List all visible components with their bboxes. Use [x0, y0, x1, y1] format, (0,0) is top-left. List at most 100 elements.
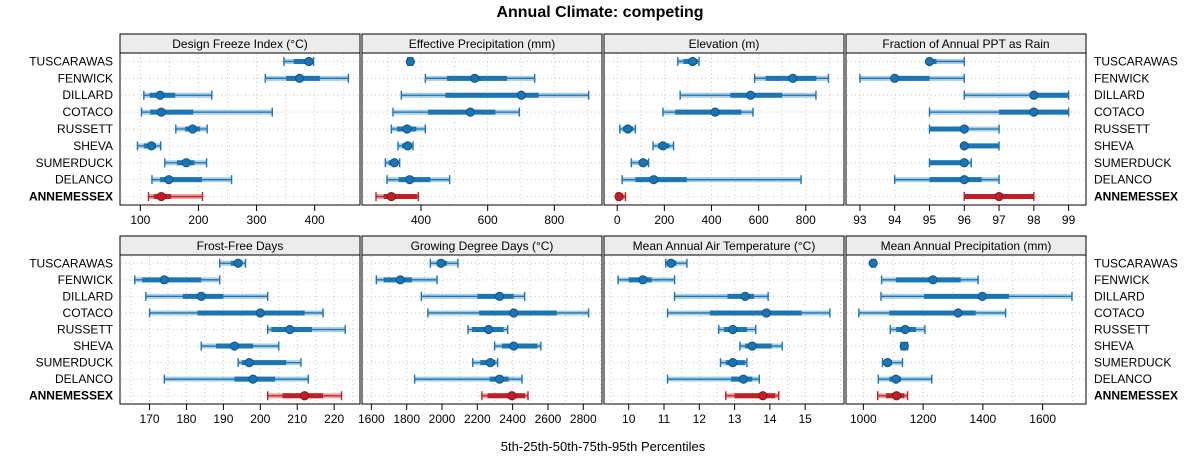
row-label-right-delanco: DELANCO — [1094, 372, 1152, 386]
tick-label: 300 — [247, 213, 267, 227]
tick-label: 190 — [213, 412, 233, 426]
median-dot — [614, 191, 624, 202]
tick-label: 15 — [798, 412, 812, 426]
row-label-right-annemessex: ANNEMESSEX — [1094, 190, 1178, 204]
interval-frost-free-days-sheva — [200, 341, 280, 351]
tick-label: 200 — [250, 412, 270, 426]
interval-mean-annual-air-temperature-russett — [718, 324, 757, 335]
interval-design-freeze-index-tuscarawas — [283, 56, 315, 67]
panel-elevation: Elevation (m) 0 200 400 600 800 — [603, 33, 845, 227]
interval-design-freeze-index-russett — [175, 124, 208, 134]
row-label-right-fenwick: FENWICK — [1094, 273, 1149, 287]
median-dot — [389, 158, 399, 168]
median-dot — [405, 56, 415, 67]
row-label-left-annemessex: ANNEMESSEX — [29, 389, 113, 403]
row-label-left-cotaco: COTACO — [63, 306, 113, 320]
median-dot — [494, 291, 505, 301]
median-dot — [710, 107, 720, 117]
median-dot — [891, 391, 902, 401]
tick-label: 1600 — [358, 412, 385, 426]
median-dot — [484, 324, 494, 335]
median-dot — [465, 107, 475, 117]
interval-fraction-ppt-rain-annemessex — [963, 191, 1035, 202]
interval-mean-annual-air-temperature-sheva — [739, 341, 783, 351]
interval-mean-annual-precipitation-tuscarawas — [868, 258, 878, 268]
tick-label: 1600 — [1029, 412, 1056, 426]
interval-fraction-ppt-rain-sumerduck — [928, 158, 972, 168]
median-dot — [386, 191, 396, 202]
x-axis-design-freeze-index: 100 200 300 400 — [130, 205, 325, 227]
strip-title: Mean Annual Air Temperature (°C) — [633, 239, 816, 253]
interval-growing-degree-days-cotaco — [427, 308, 590, 318]
median-dot — [470, 73, 480, 83]
interval-mean-annual-air-temperature-fenwick — [617, 275, 676, 285]
median-dot — [891, 374, 901, 384]
median-dot — [405, 175, 415, 185]
interval-fraction-ppt-rain-cotaco — [928, 107, 1070, 117]
interval-growing-degree-days-tuscarawas — [429, 258, 459, 268]
median-dot — [882, 358, 893, 368]
interval-growing-degree-days-sheva — [493, 341, 542, 351]
interval-mean-annual-precipitation-sheva — [899, 341, 909, 351]
median-dot — [300, 391, 310, 401]
median-dot — [747, 341, 757, 351]
row-label-left-tuscarawas: TUSCARAWAS — [29, 256, 113, 270]
median-dot — [959, 124, 969, 134]
tick-label: 0 — [614, 213, 621, 227]
x-axis-mean-annual-precipitation: 1000 1200 1400 1600 — [850, 404, 1056, 426]
strip-title: Fraction of Annual PPT as Rain — [882, 37, 1049, 51]
row-label-left-sumerduck: SUMERDUCK — [36, 156, 113, 170]
median-dot — [623, 124, 633, 134]
chart-title: Annual Climate: competing — [496, 4, 704, 21]
median-dot — [436, 258, 446, 268]
strip-title: Frost-Free Days — [197, 239, 284, 253]
median-dot — [155, 90, 165, 100]
interval-fraction-ppt-rain-russett — [928, 124, 1000, 134]
interval-mean-annual-air-temperature-dillard — [673, 291, 769, 301]
interval-effective-precipitation-sumerduck — [384, 158, 401, 168]
tick-label: 95 — [923, 213, 937, 227]
x-axis-frost-free-days: 170 180 190 200 210 220 — [140, 404, 344, 426]
interval-mean-annual-precipitation-cotaco — [858, 308, 1007, 318]
interval-growing-degree-days-annemessex — [481, 391, 529, 401]
median-dot — [229, 341, 240, 351]
interval-frost-free-days-dillard — [145, 291, 269, 301]
interval-mean-annual-air-temperature-tuscarawas — [665, 258, 688, 268]
interval-effective-precipitation-annemessex — [375, 191, 420, 202]
row-label-left-cotaco: COTACO — [63, 105, 113, 119]
median-dot — [868, 258, 878, 268]
tick-label: 98 — [1027, 213, 1041, 227]
median-dot — [164, 175, 174, 185]
median-dot — [890, 73, 900, 83]
tick-label: 14 — [763, 412, 777, 426]
median-dot — [788, 73, 798, 83]
interval-growing-degree-days-delanco — [413, 374, 523, 384]
tick-label: 170 — [140, 412, 160, 426]
row-label-right-annemessex: ANNEMESSEX — [1094, 389, 1178, 403]
median-dot — [233, 258, 243, 268]
interval-design-freeze-index-annemessex — [147, 191, 204, 202]
row-label-right-tuscarawas: TUSCARAWAS — [1094, 256, 1178, 270]
tick-label: 600 — [478, 213, 498, 227]
strip-title: Elevation (m) — [689, 37, 760, 51]
median-dot — [761, 308, 771, 318]
interval-fraction-ppt-rain-delanco — [893, 175, 1000, 185]
median-dot — [1029, 107, 1039, 117]
median-dot — [959, 141, 969, 151]
interval-elevation-annemessex — [614, 191, 627, 202]
interval-mean-annual-air-temperature-sumerduck — [719, 358, 748, 368]
interval-effective-precipitation-dillard — [400, 90, 590, 100]
median-dot — [159, 275, 169, 285]
tick-label: 600 — [749, 213, 769, 227]
row-label-left-sheva: SHEVA — [73, 139, 113, 153]
tick-label: 11 — [658, 412, 671, 426]
median-dot — [255, 308, 265, 318]
row-label-left-fenwick: FENWICK — [58, 273, 113, 287]
interval-effective-precipitation-fenwick — [424, 73, 536, 83]
median-dot — [244, 358, 254, 368]
interval-frost-free-days-sumerduck — [237, 358, 302, 368]
median-dot — [188, 124, 198, 134]
interval-growing-degree-days-sumerduck — [472, 358, 499, 368]
tick-label: 1000 — [850, 412, 877, 426]
